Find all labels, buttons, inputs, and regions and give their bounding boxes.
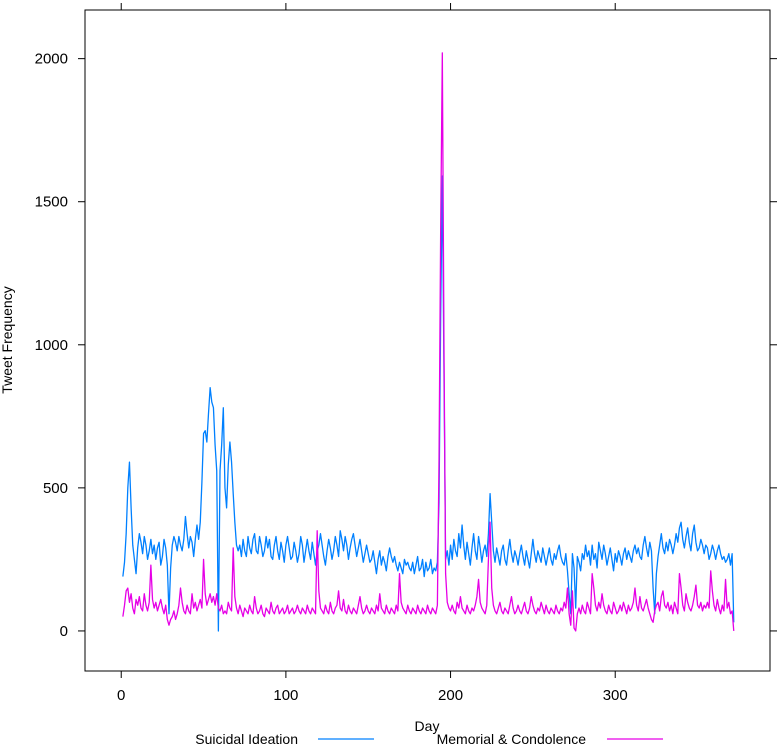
- legend: Suicidal Ideation Memorial & Condolence: [195, 731, 663, 745]
- x-tick-label: 0: [117, 687, 125, 704]
- y-tick-label: 1000: [35, 337, 68, 354]
- x-tick-label: 100: [273, 687, 298, 704]
- axis-ticks: [78, 3, 777, 678]
- legend-label-suicidal-ideation: Suicidal Ideation: [195, 731, 298, 745]
- series-line-suicidal-ideation: [122, 175, 735, 632]
- y-tick-label: 0: [60, 623, 68, 640]
- x-tick-label: 200: [438, 687, 463, 704]
- plot-frame: [84, 9, 771, 672]
- y-tick-label: 2000: [35, 51, 68, 68]
- y-tick-label: 500: [43, 480, 68, 497]
- series-line-memorial-condolence: [122, 52, 735, 632]
- series-lines: [122, 52, 735, 632]
- axis-tick-labels: 0 100 200 300 0 500 1000 1500 2000: [35, 51, 628, 704]
- legend-label-memorial-condolence: Memorial & Condolence: [437, 731, 587, 745]
- y-tick-label: 1500: [35, 194, 68, 211]
- x-axis-label: Day: [415, 718, 440, 734]
- x-tick-label: 300: [603, 687, 628, 704]
- y-axis-label: Tweet Frequency: [0, 286, 15, 393]
